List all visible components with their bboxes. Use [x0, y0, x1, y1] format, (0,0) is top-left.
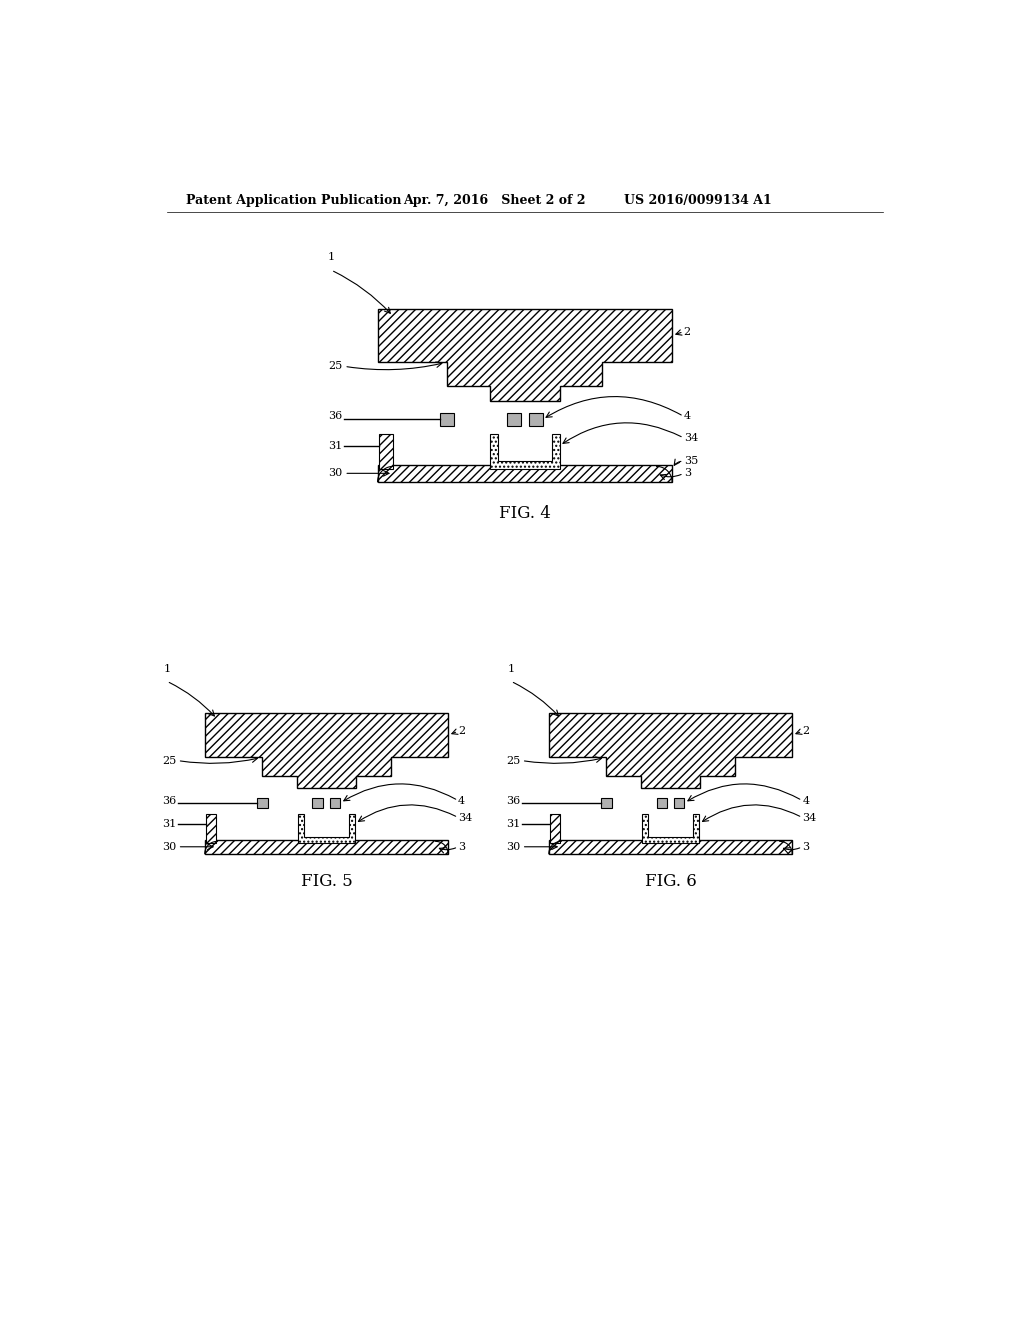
Bar	[257, 797, 267, 808]
Text: 25: 25	[329, 362, 343, 371]
Text: US 2016/0099134 A1: US 2016/0099134 A1	[624, 194, 772, 207]
Bar	[656, 797, 668, 808]
Text: 31: 31	[506, 818, 520, 829]
Text: 1: 1	[163, 664, 170, 673]
Text: 36: 36	[506, 796, 520, 805]
Bar	[379, 434, 393, 469]
Text: 30: 30	[162, 842, 176, 851]
Bar	[440, 412, 455, 426]
Polygon shape	[378, 309, 672, 401]
Text: 30: 30	[329, 469, 343, 478]
Text: 34: 34	[458, 813, 472, 822]
Text: 4: 4	[458, 796, 465, 805]
Text: FIG. 5: FIG. 5	[300, 873, 352, 890]
Bar	[674, 797, 684, 808]
Text: 35: 35	[684, 455, 698, 466]
Text: 3: 3	[684, 469, 691, 478]
Text: 36: 36	[162, 796, 176, 805]
Text: 2: 2	[458, 726, 465, 737]
Text: 1: 1	[507, 664, 514, 673]
Bar	[378, 465, 672, 482]
Polygon shape	[642, 814, 699, 843]
Text: 31: 31	[162, 818, 176, 829]
Bar	[312, 797, 324, 808]
Bar	[330, 797, 340, 808]
Text: 31: 31	[329, 441, 343, 450]
Polygon shape	[205, 713, 449, 788]
Bar	[549, 840, 793, 854]
Bar	[528, 412, 543, 426]
Bar	[205, 840, 449, 854]
Text: FIG. 4: FIG. 4	[499, 506, 551, 521]
Text: 3: 3	[458, 842, 465, 851]
Text: 2: 2	[684, 326, 691, 337]
Text: 36: 36	[329, 412, 343, 421]
Polygon shape	[549, 713, 793, 788]
Bar	[507, 412, 521, 426]
Text: 25: 25	[506, 755, 520, 766]
Text: 2: 2	[802, 726, 809, 737]
Text: 34: 34	[684, 433, 698, 444]
Polygon shape	[489, 434, 560, 469]
Text: 34: 34	[802, 813, 816, 822]
Bar	[601, 797, 611, 808]
Text: 1: 1	[328, 252, 335, 263]
Text: 25: 25	[162, 755, 176, 766]
Text: 4: 4	[684, 412, 691, 421]
Text: FIG. 6: FIG. 6	[645, 873, 696, 890]
Text: Apr. 7, 2016   Sheet 2 of 2: Apr. 7, 2016 Sheet 2 of 2	[403, 194, 586, 207]
Text: 30: 30	[506, 842, 520, 851]
Text: 3: 3	[802, 842, 809, 851]
Polygon shape	[298, 814, 355, 843]
Bar	[206, 814, 216, 843]
Text: Patent Application Publication: Patent Application Publication	[186, 194, 401, 207]
Text: 4: 4	[802, 796, 809, 805]
Bar	[550, 814, 560, 843]
